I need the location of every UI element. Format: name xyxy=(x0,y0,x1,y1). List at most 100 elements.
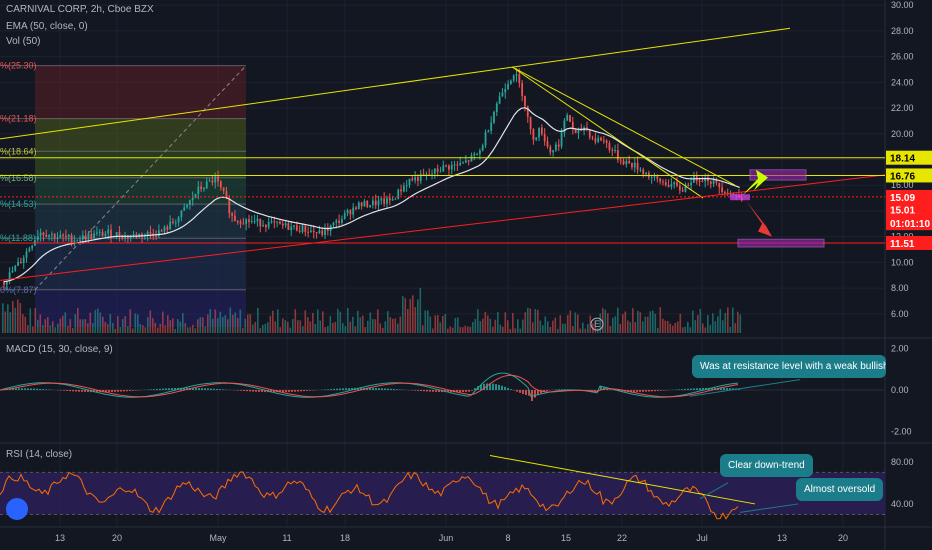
volume-bar xyxy=(737,311,739,333)
candle-body xyxy=(214,176,217,183)
candle-body xyxy=(129,236,132,239)
volume-bar xyxy=(634,322,637,333)
macd-histogram-bar xyxy=(105,390,107,393)
macd-histogram-bar xyxy=(540,390,542,394)
volume-bar xyxy=(659,307,662,333)
volume-bar xyxy=(419,287,422,333)
candle-body xyxy=(650,176,653,178)
macd-histogram-bar xyxy=(351,387,353,390)
volume-bar xyxy=(734,323,737,333)
volume-bar xyxy=(642,321,644,333)
volume-bar xyxy=(567,315,569,333)
candle-body xyxy=(487,130,490,133)
volume-bar xyxy=(529,308,532,333)
candle-body xyxy=(231,213,233,216)
volume-bar xyxy=(687,321,689,333)
volume-bar xyxy=(154,322,157,333)
candle-body xyxy=(504,89,507,93)
macd-histogram-bar xyxy=(366,387,368,390)
macd-histogram-bar xyxy=(195,387,197,390)
macd-label[interactable]: MACD (15, 30, close, 9) xyxy=(6,344,113,355)
volume-bar xyxy=(39,314,42,333)
volume-bar xyxy=(344,326,347,333)
candle-body xyxy=(3,281,5,285)
y-tick-label: 24.00 xyxy=(891,77,914,87)
macd-histogram-bar xyxy=(39,388,41,390)
macd-histogram-bar xyxy=(621,390,623,392)
candle-body xyxy=(56,237,59,239)
target-box-bear xyxy=(737,238,825,248)
candle-body xyxy=(290,226,293,230)
volume-bar xyxy=(99,312,102,333)
fib-label: %(21.18) xyxy=(0,114,37,124)
volume-bar xyxy=(9,312,12,333)
candle-body xyxy=(81,235,84,240)
candle-body xyxy=(259,218,262,227)
candle-body xyxy=(431,173,433,175)
volume-bar xyxy=(79,319,82,333)
macd-histogram-bar xyxy=(258,390,260,392)
candle-body xyxy=(11,270,14,273)
candle-body xyxy=(371,200,374,206)
volume-bar xyxy=(627,320,629,333)
volume-bar xyxy=(257,307,259,333)
candle-body xyxy=(605,140,608,143)
price-tag-label: 15.01 xyxy=(890,206,915,217)
candle-body xyxy=(512,75,515,81)
macd-histogram-bar xyxy=(474,388,476,390)
macd-histogram-bar xyxy=(510,389,512,390)
candle-body xyxy=(183,207,186,211)
candle-body xyxy=(270,221,273,223)
candle-body xyxy=(701,181,704,183)
price-tag-label: 15.09 xyxy=(890,193,915,204)
macd-histogram-bar xyxy=(699,388,701,390)
macd-histogram-bar xyxy=(291,390,293,392)
candle-body xyxy=(48,235,50,237)
candle-body xyxy=(228,198,231,214)
fib-label: %(18.64) xyxy=(0,146,37,156)
macd-histogram-bar xyxy=(198,388,200,390)
volume-bar xyxy=(527,307,529,333)
ema-indicator-label[interactable]: EMA (50, close, 0) xyxy=(6,21,88,32)
macd-histogram-bar xyxy=(249,390,251,392)
volume-bar xyxy=(459,327,462,333)
volume-bar xyxy=(104,321,107,333)
volume-bar xyxy=(557,328,559,333)
macd-histogram-bar xyxy=(72,390,74,392)
candle-body xyxy=(417,177,419,182)
volume-bar xyxy=(377,309,379,333)
volume-bar xyxy=(97,308,99,333)
macd-histogram-bar xyxy=(462,390,464,392)
macd-histogram-bar xyxy=(648,390,650,392)
macd-histogram-bar xyxy=(36,388,38,390)
volume-bar xyxy=(692,310,694,333)
candle-body xyxy=(304,225,307,232)
tradingview-logo-icon[interactable] xyxy=(6,498,28,520)
volume-bar xyxy=(372,319,374,333)
volume-bar xyxy=(119,327,122,333)
candle-body xyxy=(5,281,8,285)
candle-body xyxy=(132,234,135,237)
volume-bar xyxy=(247,314,249,333)
volume-bar xyxy=(262,324,264,333)
macd-histogram-bar xyxy=(126,390,128,392)
volume-bar xyxy=(597,328,599,333)
macd-histogram-bar xyxy=(393,389,395,390)
fib-label: %(14.53) xyxy=(0,199,37,209)
candle-body xyxy=(239,221,242,224)
candle-body xyxy=(22,257,25,263)
volume-indicator-label[interactable]: Vol (50) xyxy=(6,36,41,47)
volume-bar xyxy=(709,324,712,333)
volume-bar xyxy=(517,319,519,333)
candle-body xyxy=(445,165,448,167)
candle-body xyxy=(234,215,236,222)
macd-line xyxy=(0,372,739,398)
candle-body xyxy=(687,184,690,186)
candle-body xyxy=(101,231,104,236)
candle-body xyxy=(281,223,284,226)
macd-histogram-bar xyxy=(537,390,539,396)
rsi-label[interactable]: RSI (14, close) xyxy=(6,449,73,460)
macd-histogram-bar xyxy=(630,390,632,392)
macd-histogram-bar xyxy=(123,390,125,392)
